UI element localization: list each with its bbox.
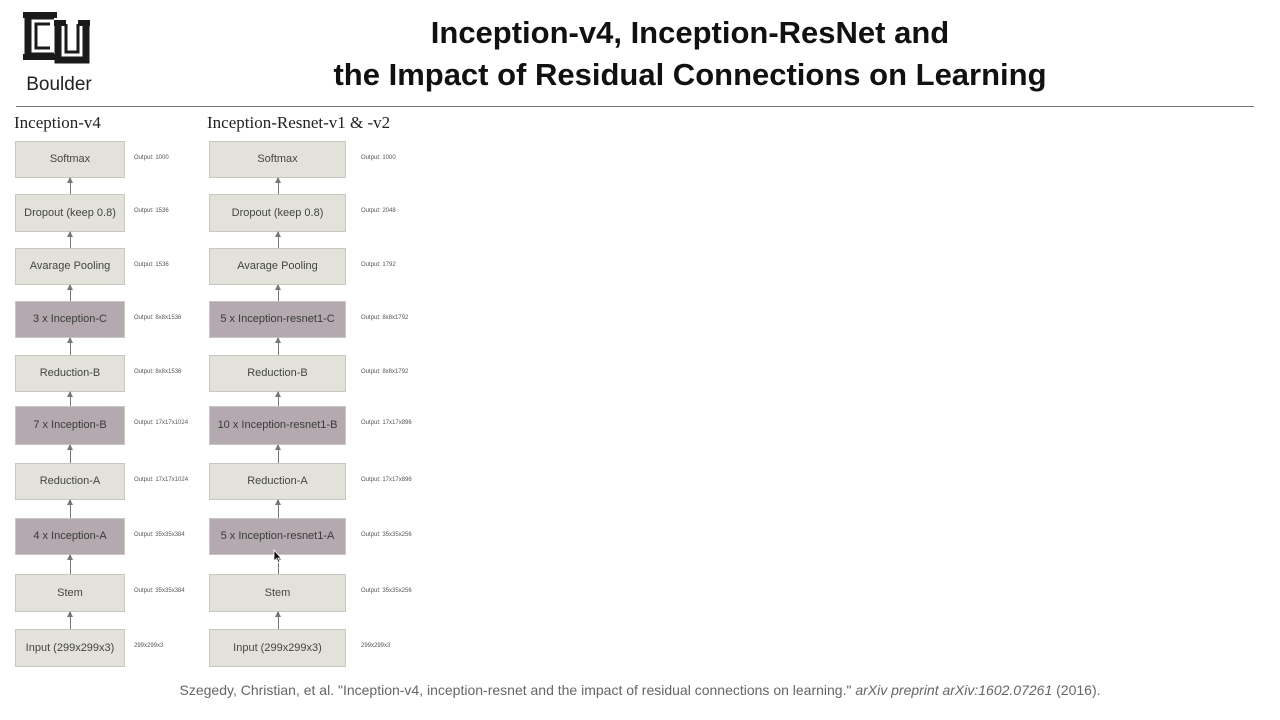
- v4-output-shape: Output: 1536: [134, 208, 169, 214]
- resnet-output-shape: Output: 17x17x896: [361, 420, 412, 426]
- resnet-block-label: 5 x Inception-resnet1-A: [220, 530, 335, 542]
- inception-resnet-heading: Inception-Resnet-v1 & -v2: [207, 113, 391, 132]
- resnet-block-label: Avarage Pooling: [237, 260, 318, 272]
- v4-block-4: Reduction-B: [15, 355, 125, 392]
- resnet-block-label: 10 x Inception-resnet1-B: [217, 419, 338, 431]
- resnet-flow-arrow: [275, 177, 281, 194]
- resnet-block-label: Stem: [264, 586, 291, 599]
- v4-block-5: 7 x Inception-B: [15, 406, 125, 445]
- resnet-flow-arrow: [275, 611, 281, 629]
- v4-block-label: Input (299x299x3): [25, 641, 115, 654]
- v4-flow-arrow: [67, 177, 73, 194]
- resnet-flow-arrow: [275, 391, 281, 406]
- v4-output-shape: Output: 8x8x1536: [134, 315, 182, 321]
- resnet-output-shape: Output: 35x35x256: [361, 532, 412, 538]
- v4-block-label: 7 x Inception-B: [33, 419, 107, 431]
- resnet-output-shape: Output: 1792: [361, 262, 396, 268]
- v4-flow-arrow: [67, 554, 73, 574]
- v4-block-9: Input (299x299x3): [15, 629, 125, 667]
- resnet-flow-arrow: [275, 284, 281, 301]
- v4-flow-arrow: [67, 231, 73, 248]
- resnet-output-shape: Output: 1000: [361, 155, 396, 161]
- resnet-flow-arrow: [275, 444, 281, 463]
- v4-flow-arrow: [67, 499, 73, 518]
- citation-text: Szegedy, Christian, et al. "Inception-v4…: [179, 682, 852, 698]
- v4-block-0: Softmax: [15, 141, 125, 178]
- resnet-block-7: 5 x Inception-resnet1-A: [209, 518, 346, 555]
- v4-flow-arrow: [67, 337, 73, 355]
- resnet-flow-arrow: [275, 337, 281, 355]
- v4-output-shape: Output: 8x8x1536: [134, 369, 182, 375]
- resnet-block-label: Softmax: [257, 153, 298, 165]
- v4-flow-arrow: [67, 444, 73, 463]
- v4-block-3: 3 x Inception-C: [15, 301, 125, 338]
- v4-block-label: Avarage Pooling: [29, 260, 111, 272]
- resnet-block-9: Input (299x299x3): [209, 629, 346, 667]
- v4-block-label: Softmax: [49, 153, 91, 165]
- resnet-block-1: Dropout (keep 0.8): [209, 194, 346, 232]
- v4-output-shape: Output: 17x17x1024: [134, 477, 189, 483]
- resnet-flow-arrow: [275, 231, 281, 248]
- resnet-flow-arrow: [275, 499, 281, 518]
- inception-v4-heading: Inception-v4: [14, 113, 101, 132]
- v4-block-8: Stem: [15, 574, 125, 612]
- resnet-block-6: Reduction-A: [209, 463, 346, 500]
- title-line-2: the Impact of Residual Connections on Le…: [333, 57, 1047, 92]
- v4-output-shape: Output: 1000: [134, 155, 169, 161]
- resnet-output-shape: Output: 35x35x256: [361, 588, 412, 594]
- v4-flow-arrow: [67, 391, 73, 406]
- logo-text: Boulder: [26, 74, 92, 95]
- resnet-block-8: Stem: [209, 574, 346, 612]
- v4-block-6: Reduction-A: [15, 463, 125, 500]
- v4-block-label: 3 x Inception-C: [33, 313, 107, 325]
- v4-flow-arrow: [67, 611, 73, 629]
- resnet-block-2: Avarage Pooling: [209, 248, 346, 285]
- v4-block-7: 4 x Inception-A: [15, 518, 125, 555]
- citation-venue: arXiv preprint arXiv:1602.07261: [855, 682, 1053, 698]
- v4-block-label: Dropout (keep 0.8): [24, 206, 116, 219]
- resnet-output-shape: Output: 17x17x896: [361, 477, 412, 483]
- resnet-block-label: 5 x Inception-resnet1-C: [220, 313, 335, 325]
- slide-title: Inception-v4, Inception-ResNet and the I…: [150, 12, 1230, 96]
- v4-block-label: Reduction-A: [39, 475, 101, 487]
- resnet-output-shape: Output: 8x8x1792: [361, 369, 409, 375]
- resnet-block-5: 10 x Inception-resnet1-B: [209, 406, 346, 445]
- cu-logo-icon: [23, 12, 90, 64]
- cu-boulder-logo: Boulder: [20, 8, 98, 95]
- resnet-block-label: Input (299x299x3): [233, 641, 322, 654]
- v4-output-shape: Output: 1536: [134, 262, 169, 268]
- header-divider: [16, 106, 1254, 107]
- resnet-block-label: Reduction-A: [247, 475, 308, 487]
- mouse-cursor-icon: [273, 549, 282, 563]
- title-line-1: Inception-v4, Inception-ResNet and: [430, 15, 950, 50]
- resnet-block-label: Reduction-B: [247, 367, 308, 379]
- v4-output-shape: 299x299x3: [134, 643, 164, 649]
- v4-output-shape: Output: 35x35x384: [134, 588, 185, 594]
- v4-flow-arrow: [67, 284, 73, 301]
- v4-block-label: 4 x Inception-A: [33, 530, 107, 542]
- resnet-block-label: Dropout (keep 0.8): [231, 206, 324, 219]
- resnet-output-shape: Output: 8x8x1792: [361, 315, 409, 321]
- resnet-block-3: 5 x Inception-resnet1-C: [209, 301, 346, 338]
- v4-block-label: Stem: [57, 586, 83, 599]
- v4-output-shape: Output: 17x17x1024: [134, 420, 189, 426]
- v4-block-label: Reduction-B: [39, 367, 101, 379]
- v4-block-1: Dropout (keep 0.8): [15, 194, 125, 232]
- resnet-output-shape: Output: 2048: [361, 208, 396, 214]
- v4-block-2: Avarage Pooling: [15, 248, 125, 285]
- v4-output-shape: Output: 35x35x384: [134, 532, 185, 538]
- resnet-block-0: Softmax: [209, 141, 346, 178]
- resnet-output-shape: 299x299x3: [361, 643, 391, 649]
- resnet-block-4: Reduction-B: [209, 355, 346, 392]
- citation: Szegedy, Christian, et al. "Inception-v4…: [0, 682, 1280, 698]
- citation-year: (2016).: [1056, 682, 1101, 698]
